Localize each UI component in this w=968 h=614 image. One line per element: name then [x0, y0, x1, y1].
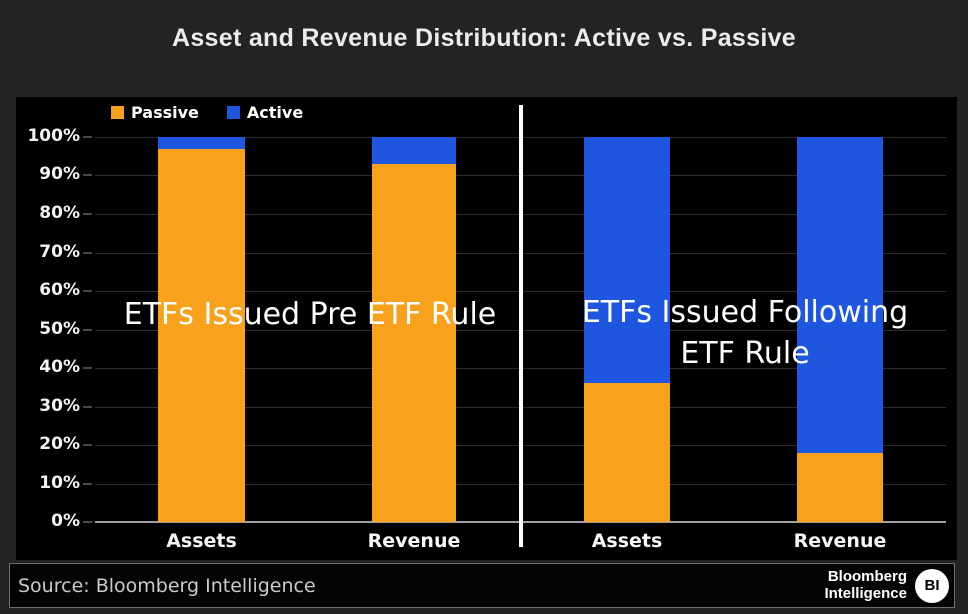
bi-logo-icon: BI — [915, 568, 949, 603]
group-annotation-line: ETFs Issued Following — [581, 295, 909, 330]
bar-segment-active — [584, 137, 670, 384]
legend-item-active: Active — [226, 103, 304, 122]
x-axis-label-revenue: Revenue — [793, 530, 887, 552]
group-annotation: ETFs Issued Pre ETF Rule — [105, 295, 515, 336]
y-axis-tick-mark — [83, 483, 92, 485]
bar-segment-active — [372, 137, 456, 164]
bar-segment-passive — [797, 452, 883, 522]
bar-segment-active — [797, 137, 883, 453]
legend-item-passive: Passive — [111, 103, 199, 122]
y-axis-tick-label: 50% — [39, 319, 80, 339]
x-axis-label-revenue: Revenue — [367, 530, 461, 552]
bloomberg-intelligence-brand: Bloomberg Intelligence BI — [824, 567, 949, 603]
page-title: Asset and Revenue Distribution: Active v… — [171, 24, 796, 52]
group-divider-line — [519, 105, 523, 547]
group-annotation-line: ETF Rule — [680, 335, 810, 371]
group-annotation-line: ETFs Issued Pre ETF Rule — [123, 297, 497, 332]
x-axis-label-assets: Assets — [591, 530, 663, 552]
stacked-bar-assets — [584, 137, 670, 522]
group-annotation: ETFs Issued Following ETF Rule — [545, 293, 945, 374]
y-axis-tick-label: 30% — [39, 396, 80, 416]
stacked-bar-revenue — [797, 137, 883, 522]
y-axis-tick-mark — [83, 290, 92, 292]
stacked-bar-revenue — [372, 137, 456, 522]
y-axis-tick-label: 70% — [39, 242, 80, 262]
y-axis-tick-mark — [83, 213, 92, 215]
legend-label-passive: Passive — [131, 103, 199, 122]
y-axis-tick-label: 0% — [51, 511, 80, 531]
y-axis-tick-label: 100% — [27, 126, 80, 146]
source-text: Source: Bloomberg Intelligence — [18, 574, 316, 597]
y-axis-tick-mark — [83, 521, 92, 523]
y-axis-tick-mark — [83, 406, 92, 408]
y-axis-tick-label: 20% — [39, 434, 80, 454]
y-axis-tick-mark — [83, 444, 92, 446]
x-axis-label-assets: Assets — [166, 530, 237, 552]
y-axis-tick-mark — [83, 136, 92, 138]
legend-label-active: Active — [246, 103, 304, 122]
brand-line1: Bloomberg — [827, 567, 907, 585]
y-axis-tick-label: 40% — [39, 357, 80, 377]
y-axis-tick-mark — [83, 367, 92, 369]
y-axis-tick-mark — [83, 329, 92, 331]
y-axis-tick-label: 80% — [39, 203, 80, 223]
stacked-bar-assets — [158, 137, 245, 522]
bar-segment-active — [158, 137, 245, 149]
y-axis-tick-mark — [83, 252, 92, 254]
passive-swatch-icon — [111, 106, 124, 119]
y-axis-tick-label: 60% — [39, 280, 80, 300]
bar-segment-passive — [372, 163, 456, 522]
y-axis-tick-mark — [83, 174, 92, 176]
source-bar: Source: Bloomberg Intelligence Bloomberg… — [9, 563, 955, 608]
y-axis-tick-label: 10% — [39, 473, 80, 493]
brand-text: Bloomberg Intelligence — [824, 567, 907, 603]
bar-segment-passive — [158, 148, 245, 522]
active-swatch-icon — [226, 106, 240, 119]
chart-panel: Passive Active Assets Revenue Assets Revenu… — [16, 97, 957, 560]
brand-line2: Intelligence — [824, 584, 907, 602]
plot-area: Assets Revenue Assets Revenue ETFs Issued Pr… — [95, 137, 946, 552]
y-axis-tick-label: 90% — [39, 164, 80, 184]
bar-segment-passive — [584, 383, 670, 522]
chart-legend: Passive Active — [111, 103, 303, 122]
